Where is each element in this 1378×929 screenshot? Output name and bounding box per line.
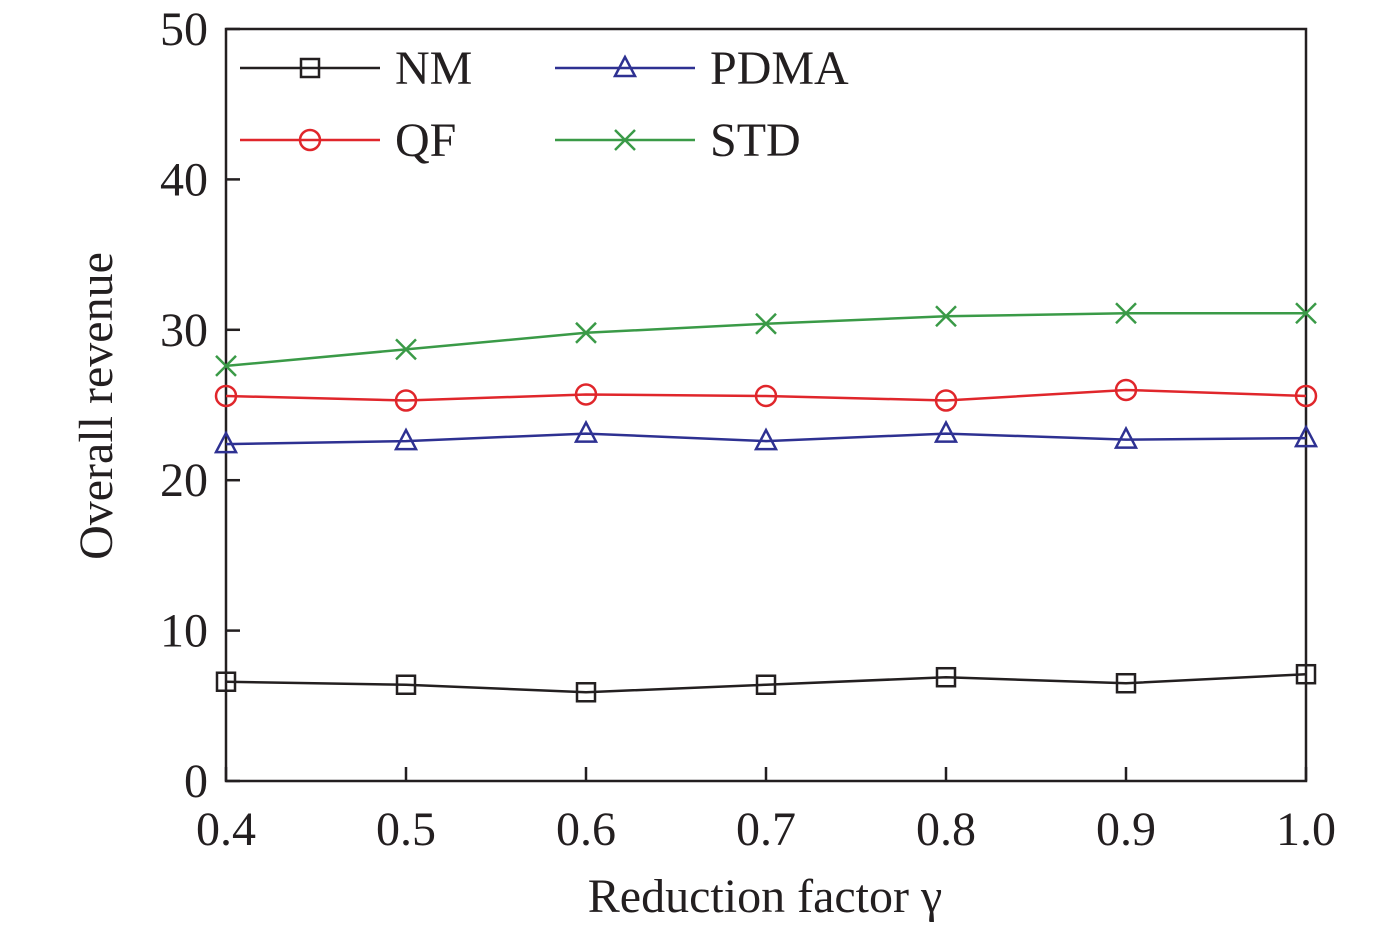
series-pdma <box>213 419 1319 454</box>
data-point-std-stroke <box>395 338 417 361</box>
series-nm <box>215 663 1317 703</box>
data-point-std-stroke <box>215 355 237 377</box>
data-point-qf <box>394 389 418 412</box>
series-line-pdma <box>225 432 1307 446</box>
data-point-nm <box>1295 663 1317 685</box>
series-qf <box>214 378 1318 412</box>
data-point-qf <box>1114 378 1138 402</box>
data-point-qf <box>574 383 598 406</box>
axes: 0 10 20 30 40 50 0.4 0.5 0.6 0.7 0.8 0.9 1.0 <box>160 3 1336 856</box>
data-point-std <box>935 305 957 328</box>
data-point-std-stroke <box>755 312 777 335</box>
legend-marker-nm <box>299 57 321 79</box>
legend-label-pdma: PDMA <box>710 42 849 95</box>
x-tick-label: 0.7 <box>736 803 796 856</box>
x-axis-title: Reduction factor γ <box>588 870 942 923</box>
legend-marker-std-stroke <box>614 129 636 151</box>
data-point-nm <box>575 682 597 703</box>
y-axis-title: Overall revenue <box>70 252 123 560</box>
data-point-pdma <box>1293 424 1319 448</box>
x-tick-label: 0.4 <box>196 803 256 856</box>
legend-label-qf: QF <box>395 114 456 167</box>
series-line-std <box>225 312 1306 368</box>
data-point-nm <box>935 666 957 688</box>
x-tick-label: 0.6 <box>556 803 616 856</box>
data-point-pdma <box>393 427 419 451</box>
y-tick-label: 10 <box>160 605 208 658</box>
legend: NM QF PDMA STD <box>240 42 849 167</box>
legend-label-nm: NM <box>395 42 472 95</box>
data-point-std-stroke <box>575 321 597 344</box>
data-point-qf <box>934 389 958 412</box>
data-point-nm <box>1115 672 1137 694</box>
legend-marker-pdma <box>612 54 638 78</box>
y-tick-label: 40 <box>160 153 208 206</box>
legend-label-std: STD <box>710 114 801 167</box>
data-point-pdma <box>213 430 239 454</box>
data-point-std <box>395 338 417 361</box>
y-tick-label: 20 <box>160 454 208 507</box>
x-tick-label: 1.0 <box>1276 803 1336 856</box>
y-tick-label: 50 <box>160 3 208 56</box>
series-line-nm <box>225 672 1307 694</box>
y-tick-label: 0 <box>184 755 208 808</box>
x-tick-label: 0.8 <box>916 803 976 856</box>
legend-item-qf: QF <box>240 114 456 167</box>
data-point-std-stroke <box>935 305 957 328</box>
data-point-std-stroke <box>1295 302 1317 325</box>
series-layer <box>213 302 1319 703</box>
data-point-std <box>755 312 777 335</box>
data-point-pdma <box>933 419 959 443</box>
legend-marker-qf <box>298 128 322 152</box>
legend-marker-std <box>614 129 636 151</box>
series-line-qf <box>225 388 1307 402</box>
legend-item-std: STD <box>555 114 801 167</box>
y-tick-label: 30 <box>160 304 208 357</box>
series-std <box>215 302 1317 377</box>
data-point-pdma <box>573 419 599 443</box>
data-point-qf <box>754 384 778 408</box>
data-point-qf <box>1294 384 1318 408</box>
data-point-std <box>1295 302 1317 325</box>
x-tick-label: 0.5 <box>376 803 436 856</box>
data-point-nm <box>215 671 237 692</box>
data-point-pdma <box>753 427 779 451</box>
data-point-pdma <box>1113 425 1139 449</box>
legend-item-pdma: PDMA <box>555 42 849 95</box>
data-point-std <box>1115 302 1137 325</box>
data-point-nm <box>395 674 417 695</box>
legend-item-nm: NM <box>240 42 472 95</box>
data-point-nm <box>755 674 777 695</box>
data-point-std-stroke <box>1115 302 1137 325</box>
data-point-qf <box>214 384 238 408</box>
data-point-std <box>575 321 597 344</box>
data-point-std <box>215 355 237 377</box>
x-tick-label: 0.9 <box>1096 803 1156 856</box>
